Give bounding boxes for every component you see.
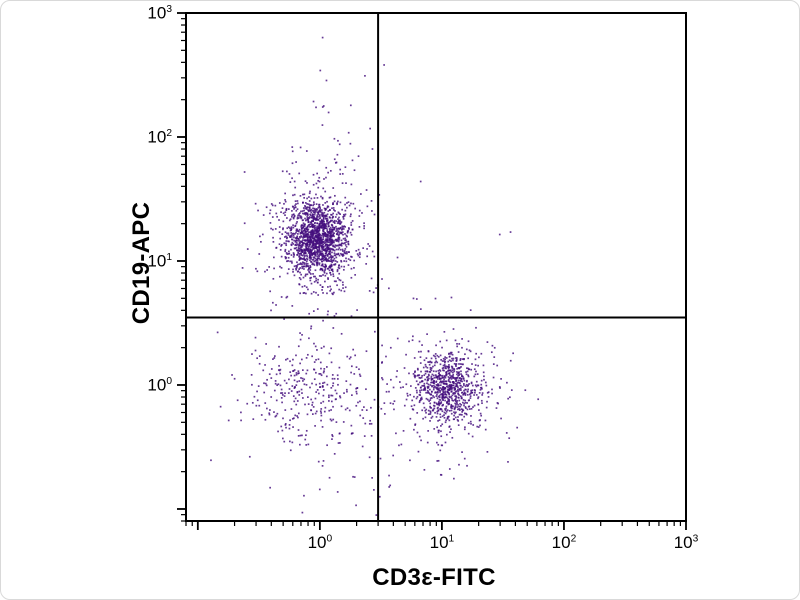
x-axis-title: CD3ε-FITC [372,564,496,591]
y-tick-label: 100 [147,375,172,395]
y-tick-label: 103 [147,3,172,23]
y-axis-title: CD19-APC [128,201,155,325]
y-tick-label: 101 [147,251,172,271]
x-tick-label: 101 [429,533,455,552]
plot-frame [185,12,687,522]
x-tick-label: 103 [673,533,699,552]
x-tick-label: 102 [551,533,577,552]
scatter-dots-canvas [186,13,686,521]
x-tick-label: 100 [307,533,333,552]
y-tick-label: 102 [147,127,172,147]
